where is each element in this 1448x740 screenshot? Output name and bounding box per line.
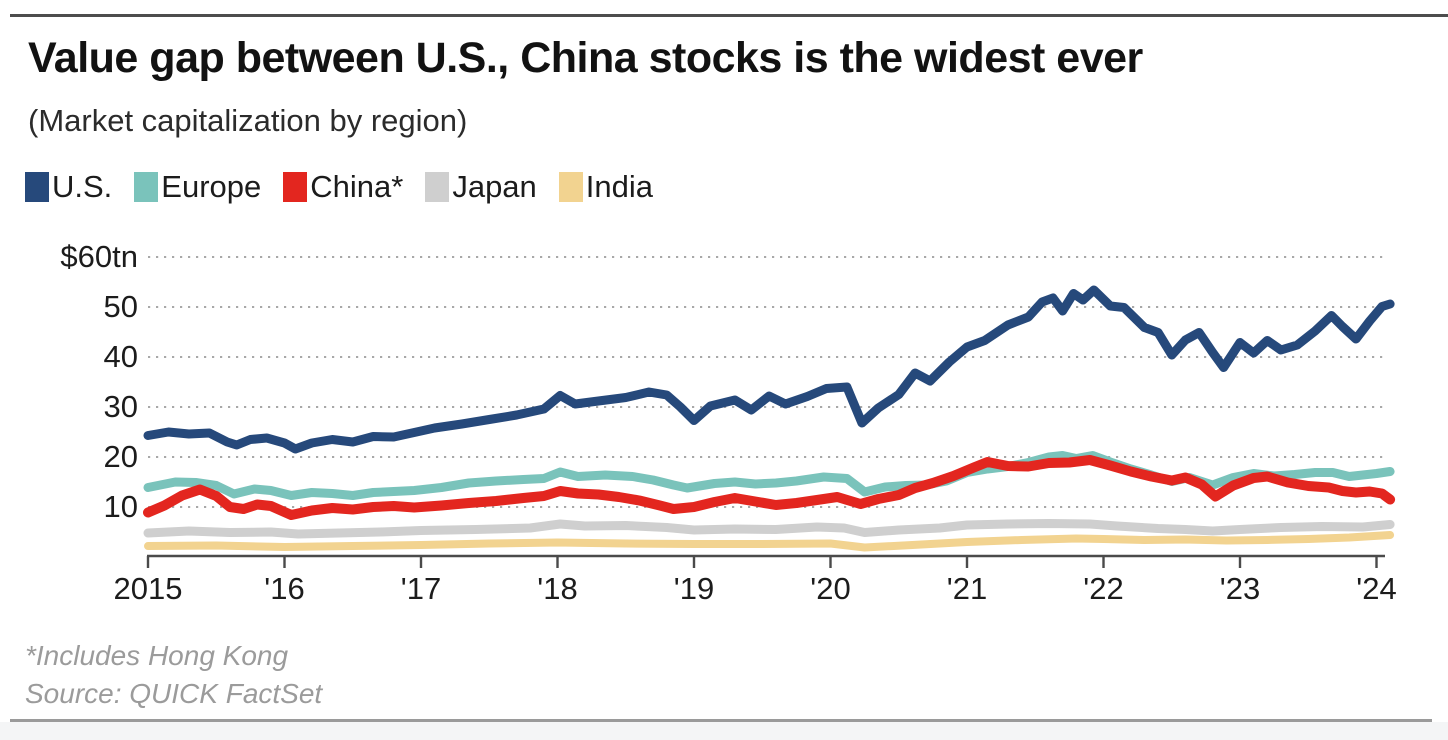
legend-label-us: U.S. — [52, 169, 113, 204]
y-tick-label-10: 10 — [103, 489, 138, 524]
y-tick-label-30: 30 — [103, 389, 138, 424]
series-line-china — [143, 455, 1396, 520]
legend-item-india: India — [558, 169, 654, 205]
y-tick-label-40: 40 — [103, 339, 138, 374]
legend-label-japan: Japan — [452, 169, 537, 204]
legend-label-india: India — [585, 169, 654, 204]
chart-subtitle: (Market capitalization by region) — [28, 103, 468, 138]
y-tick-label-60: $60tn — [60, 239, 138, 274]
series-line-europe — [143, 451, 1395, 500]
legend-item-us: U.S. — [25, 169, 112, 205]
legend-swatch-europe — [134, 172, 159, 202]
y-tick-label-20: 20 — [103, 439, 138, 474]
series-line-india — [144, 531, 1395, 552]
top-rule — [10, 14, 1448, 17]
legend-label-europe: Europe — [161, 169, 262, 204]
series-line-us — [143, 285, 1395, 454]
bottom-rule — [10, 719, 1432, 722]
y-tick-label-50: 50 — [103, 289, 138, 324]
series-line-japan — [143, 519, 1395, 539]
chart-title: Value gap between U.S., China stocks is … — [28, 34, 1143, 82]
bottom-strip — [0, 722, 1448, 740]
legend-item-china: China* — [283, 169, 403, 205]
legend-swatch-japan — [425, 172, 450, 202]
legend-item-europe: Europe — [134, 169, 261, 205]
footnote-hong-kong: *Includes Hong Kong — [25, 640, 289, 671]
legend: U.S. Europe China* Japan India — [25, 169, 675, 205]
y-axis-labels: $60tn 50 40 30 20 10 — [0, 0, 138, 740]
legend-swatch-china — [283, 172, 308, 202]
legend-item-japan: Japan — [425, 169, 537, 205]
legend-label-china: China* — [310, 169, 404, 204]
legend-swatch-india — [558, 172, 583, 202]
legend-swatch-us — [25, 172, 49, 202]
source-credit: Source: QUICK FactSet — [25, 678, 323, 709]
